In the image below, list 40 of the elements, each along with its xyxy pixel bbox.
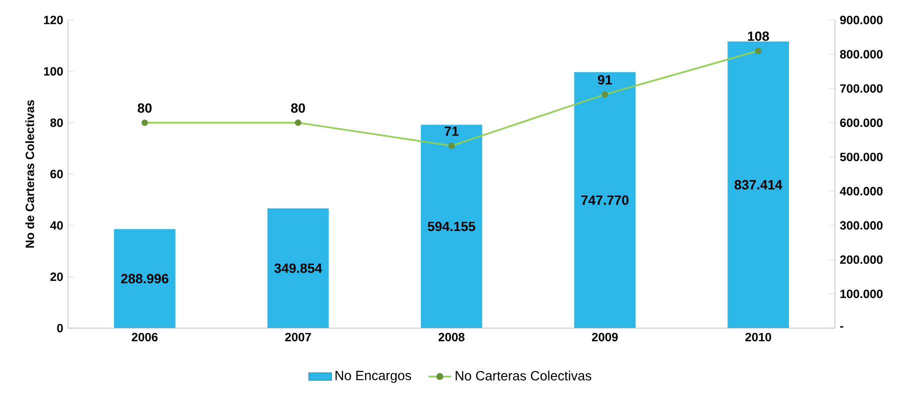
data-label: 71 — [444, 126, 459, 136]
y-tick-label: 40 — [50, 220, 63, 230]
data-label: 288.996 — [121, 274, 168, 284]
data-label: 837.414 — [734, 180, 782, 190]
x-tick-label: 2008 — [438, 332, 464, 342]
legend-label: No Encargos — [336, 370, 412, 383]
data-label: 91 — [598, 74, 612, 84]
bar — [267, 208, 329, 328]
bar — [574, 72, 636, 328]
y2-tick-label: 100.000 — [840, 289, 883, 298]
bar — [420, 124, 482, 328]
bar — [114, 228, 176, 328]
y-tick-label: 100 — [44, 66, 63, 76]
data-label: 80 — [291, 103, 305, 113]
data-label: 747.770 — [581, 195, 628, 205]
y-tick-label: 0 — [57, 324, 63, 332]
x-tick-label: 2010 — [745, 332, 772, 342]
y-tick-label: 20 — [50, 272, 63, 281]
data-label: 349.854 — [274, 263, 322, 273]
y-tick-label: 60 — [50, 170, 63, 178]
y2-tick-label: 300.000 — [840, 220, 883, 230]
y-tick-label: 120 — [44, 16, 63, 24]
legend-label: No Carteras Colectivas — [456, 370, 592, 380]
x-tick-label: 2007 — [285, 332, 311, 342]
y2-tick-label: - — [840, 326, 844, 328]
x-tick-label: 2006 — [132, 332, 158, 342]
y2-tick-label: 200.000 — [840, 255, 883, 264]
y2-tick-label: 500.000 — [840, 152, 883, 161]
y2-tick-label: 600.000 — [840, 118, 883, 127]
y2-tick-label: 400.000 — [840, 186, 883, 196]
data-label: 594.155 — [428, 221, 476, 231]
data-label: 80 — [138, 103, 152, 113]
y2-tick-label: 700.000 — [840, 84, 883, 93]
y2-tick-label: 900.000 — [840, 16, 883, 24]
x-tick-label: 2009 — [592, 332, 618, 342]
data-label: 108 — [748, 31, 769, 41]
y2-tick-label: 800.000 — [840, 50, 883, 58]
y-axis-title: No de Carteras Colectivas — [25, 100, 34, 248]
y-tick-label: 80 — [50, 118, 63, 127]
bar — [728, 41, 789, 328]
